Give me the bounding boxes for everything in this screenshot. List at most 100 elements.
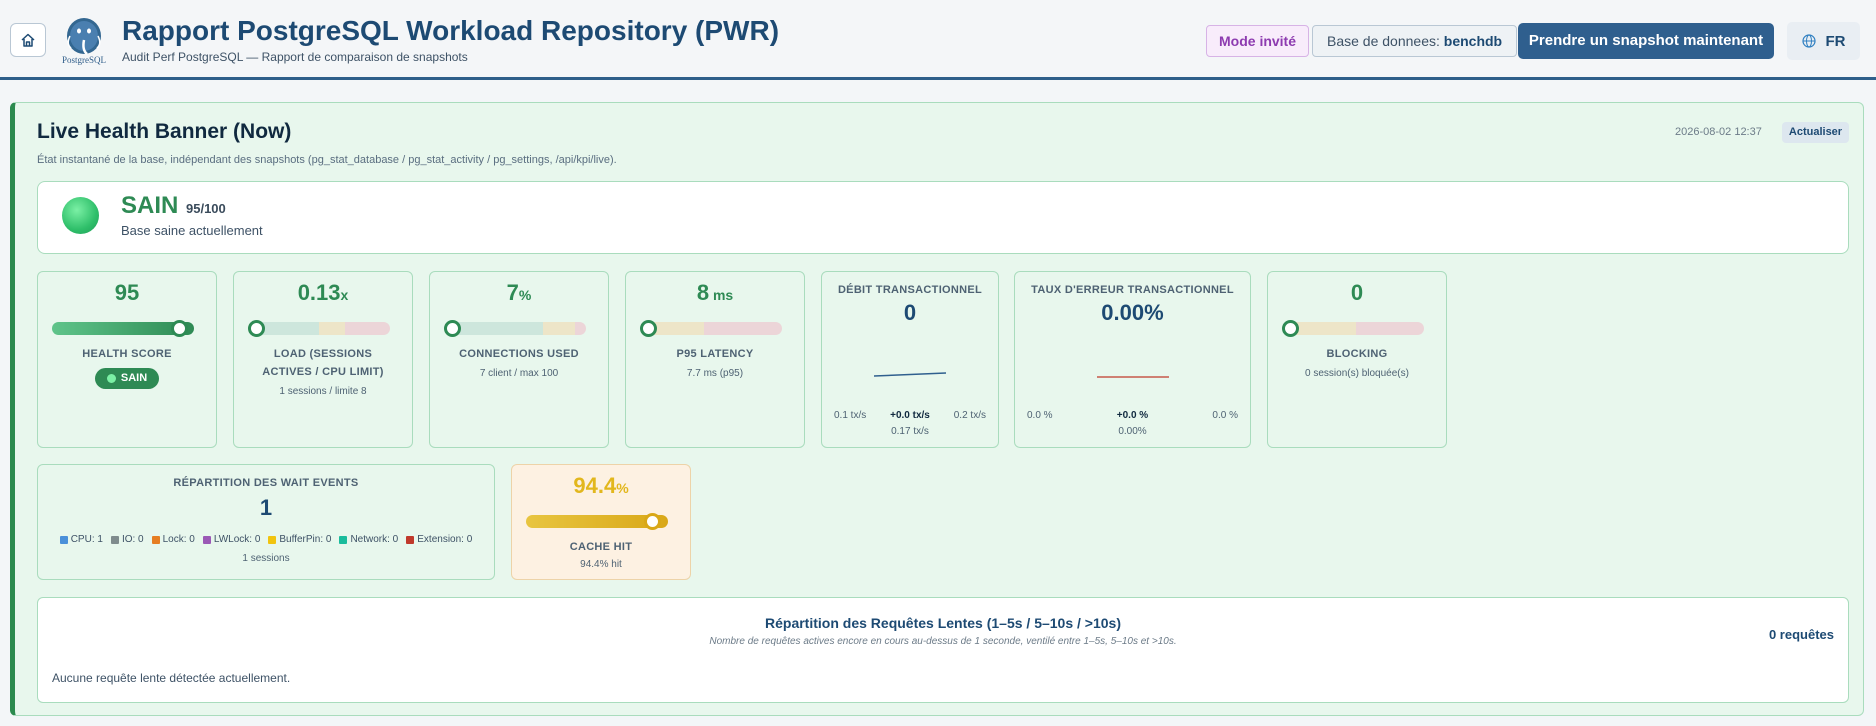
error-rate-title: TAUX D'ERREUR TRANSACTIONNEL bbox=[1031, 284, 1234, 296]
health-score-card: 95 HEALTH SCORE SAIN bbox=[37, 271, 217, 448]
latency-value: 8 ms bbox=[626, 280, 804, 306]
database-selector[interactable]: Base de donnees: benchdb bbox=[1312, 25, 1518, 57]
health-score-value: 95 bbox=[114, 280, 140, 305]
take-snapshot-button[interactable]: Prendre un snapshot maintenant bbox=[1518, 23, 1774, 59]
throughput-sparkline-labels: 0.1 tx/s +0.0 tx/s 0.2 tx/s bbox=[822, 410, 998, 421]
error-rate-sparkline bbox=[1097, 376, 1169, 378]
cache-hit-gauge-knob bbox=[644, 513, 661, 530]
connections-number: 7 bbox=[506, 280, 519, 305]
language-label: FR bbox=[1825, 32, 1846, 50]
panel-title: Live Health Banner (Now) bbox=[37, 120, 292, 143]
health-score-gauge bbox=[52, 320, 194, 337]
slow-queries-subtitle: Nombre de requêtes actives encore en cou… bbox=[709, 636, 1177, 647]
wait-legend-extension-label: Extension: 0 bbox=[417, 534, 473, 545]
error-rate-card: TAUX D'ERREUR TRANSACTIONNEL 0.00% 0.0 %… bbox=[1014, 271, 1251, 448]
wait-legend-extension-swatch bbox=[406, 535, 415, 544]
connections-gauge bbox=[444, 320, 586, 337]
cache-hit-card: 94.4% CACHE HIT 94.4% hit bbox=[511, 464, 691, 580]
error-rate-value: 0.00% bbox=[1101, 300, 1164, 325]
wait-legend-lock-swatch bbox=[151, 535, 160, 544]
cache-hit-unit: % bbox=[616, 480, 629, 496]
wait-events-card: RÉPARTITION DES WAIT EVENTS 1 CPU: 1 IO:… bbox=[37, 464, 495, 580]
wait-legend-cpu-swatch bbox=[59, 535, 68, 544]
latency-number: 8 bbox=[696, 280, 710, 305]
wait-legend-extension: Extension: 0 bbox=[406, 534, 472, 545]
cache-hit-sub: 94.4% hit bbox=[580, 559, 622, 570]
connections-label: CONNECTIONS USED bbox=[459, 348, 579, 360]
blocking-gauge bbox=[1282, 320, 1424, 337]
error-rate-sub: 0.00% bbox=[1118, 426, 1147, 437]
live-health-panel: Live Health Banner (Now) État instantané… bbox=[10, 102, 1864, 716]
latency-label: P95 LATENCY bbox=[676, 348, 754, 360]
connections-sub: 7 client / max 100 bbox=[479, 368, 559, 379]
guest-mode-badge: Mode invité bbox=[1206, 25, 1310, 57]
top-header: PostgreSQL Rapport PostgreSQL Workload R… bbox=[0, 0, 1876, 80]
connections-gauge-knob bbox=[444, 320, 461, 337]
error-rate-min: 0.0 % bbox=[1027, 410, 1053, 421]
wait-legend-network-label: Network: 0 bbox=[350, 534, 399, 545]
wait-legend-io: IO: 0 bbox=[110, 534, 144, 545]
load-label-line1: LOAD (SESSIONS bbox=[273, 348, 373, 360]
home-icon bbox=[21, 33, 35, 47]
throughput-delta: +0.0 tx/s bbox=[890, 410, 930, 421]
wait-legend-lwlock-swatch bbox=[202, 535, 211, 544]
wait-legend-lwlock-label: LWLock: 0 bbox=[213, 534, 261, 545]
load-unit: x bbox=[340, 287, 349, 303]
throughput-value: 0 bbox=[903, 300, 917, 325]
health-status-card: SAIN 95/100 Base saine actuellement bbox=[37, 181, 1849, 254]
load-value: 0.13x bbox=[234, 280, 412, 306]
latency-sub: 7.7 ms (p95) bbox=[686, 368, 744, 379]
database-name: benchdb bbox=[1443, 33, 1503, 49]
wait-events-legend: CPU: 1 IO: 0 Lock: 0 LWLock: 0 BufferPin… bbox=[38, 534, 494, 545]
home-button[interactable] bbox=[10, 23, 46, 57]
latency-gauge bbox=[640, 320, 782, 337]
health-score-label: HEALTH SCORE bbox=[82, 348, 172, 360]
slow-queries-count: 0 requêtes bbox=[1768, 627, 1834, 642]
language-button[interactable]: FR bbox=[1787, 22, 1860, 60]
health-score-gauge-knob bbox=[170, 320, 188, 337]
wait-legend-io-swatch bbox=[110, 535, 119, 544]
load-number: 0.13 bbox=[297, 280, 341, 305]
throughput-sub: 0.17 tx/s bbox=[891, 426, 929, 437]
load-sub: 1 sessions / limite 8 bbox=[279, 386, 367, 397]
cache-hit-label: CACHE HIT bbox=[569, 541, 633, 553]
cache-hit-value: 94.4% bbox=[512, 473, 690, 499]
connections-value: 7% bbox=[430, 280, 608, 306]
slow-queries-title: Répartition des Requêtes Lentes (1–5s / … bbox=[765, 615, 1121, 631]
throughput-min: 0.1 tx/s bbox=[834, 410, 867, 421]
health-status-pill: SAIN bbox=[95, 368, 159, 389]
wait-legend-network-swatch bbox=[339, 535, 348, 544]
wait-legend-lwlock: LWLock: 0 bbox=[202, 534, 261, 545]
error-rate-max: 0.0 % bbox=[1212, 410, 1238, 421]
blocking-sub: 0 session(s) bloquée(s) bbox=[1305, 368, 1409, 379]
wait-legend-network: Network: 0 bbox=[339, 534, 398, 545]
panel-timestamp: 2026-08-02 12:37 bbox=[1675, 126, 1762, 138]
health-status-text: Base saine actuellement bbox=[121, 223, 263, 238]
load-card: 0.13x LOAD (SESSIONS ACTIVES / CPU LIMIT… bbox=[233, 271, 413, 448]
wait-legend-lock-label: Lock: 0 bbox=[162, 534, 195, 545]
load-label-line2: ACTIVES / CPU LIMIT) bbox=[262, 366, 384, 378]
wait-events-sub: 1 sessions bbox=[242, 553, 290, 564]
wait-events-value: 1 bbox=[259, 495, 273, 520]
load-gauge bbox=[248, 320, 390, 337]
wait-legend-cpu: CPU: 1 bbox=[59, 534, 103, 545]
postgresql-elephant-icon bbox=[67, 18, 101, 55]
blocking-value: 0 bbox=[1350, 280, 1364, 305]
throughput-max: 0.2 tx/s bbox=[953, 410, 986, 421]
globe-icon bbox=[1801, 34, 1816, 48]
health-pill-label: SAIN bbox=[120, 372, 148, 384]
wait-legend-bufferpin-swatch bbox=[268, 535, 277, 544]
error-rate-delta: +0.0 % bbox=[1116, 410, 1149, 421]
page-subtitle: Audit Perf PostgreSQL — Rapport de compa… bbox=[122, 50, 468, 64]
wait-legend-cpu-label: CPU: 1 bbox=[70, 534, 103, 545]
cache-hit-gauge bbox=[526, 513, 668, 530]
cache-hit-number: 94.4 bbox=[573, 473, 617, 498]
blocking-card: 0 BLOCKING 0 session(s) bloquée(s) bbox=[1267, 271, 1447, 448]
slow-queries-empty-message: Aucune requête lente détectée actuelleme… bbox=[52, 671, 291, 685]
latency-card: 8 ms P95 LATENCY 7.7 ms (p95) bbox=[625, 271, 805, 448]
throughput-card: DÉBIT TRANSACTIONNEL 0 0.1 tx/s +0.0 tx/… bbox=[821, 271, 999, 448]
refresh-button[interactable]: Actualiser bbox=[1782, 122, 1849, 143]
health-status-label: SAIN bbox=[121, 192, 179, 219]
wait-legend-bufferpin-label: BufferPin: 0 bbox=[279, 534, 332, 545]
throughput-sparkline bbox=[874, 372, 947, 377]
